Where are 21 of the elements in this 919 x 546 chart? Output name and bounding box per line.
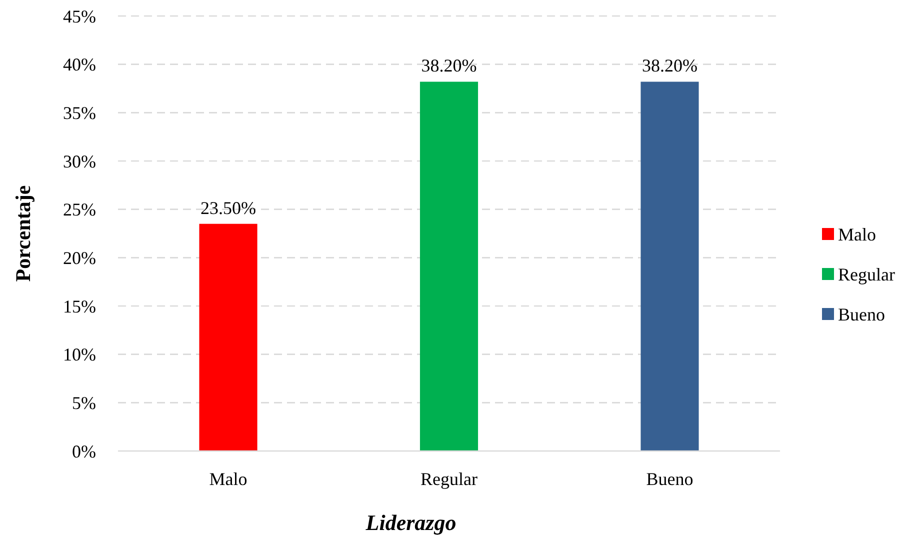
y-tick-label: 0% [72,441,96,462]
y-tick-label: 10% [63,344,96,365]
data-label: 38.20% [421,56,477,76]
data-label: 38.20% [642,56,698,76]
y-tick-label: 30% [63,151,96,172]
y-tick-label: 20% [63,248,96,268]
x-tick-label: Malo [209,469,248,489]
legend-label: Bueno [838,304,885,324]
y-tick-label: 40% [63,54,96,75]
legend-label: Malo [838,224,876,244]
y-axis-title: Porcentaje [11,185,35,282]
legend-label: Regular [838,264,895,284]
x-tick-label: Regular [420,469,478,489]
y-tick-label: 15% [63,296,96,316]
x-axis-title: Liderazgo [364,510,456,535]
y-tick-label: 5% [72,392,96,413]
y-tick-label: 45% [63,6,96,26]
y-tick-label: 25% [63,200,96,220]
y-tick-label: 35% [63,102,96,123]
data-label: 23.50% [200,198,256,218]
x-tick-label: Bueno [646,469,694,489]
